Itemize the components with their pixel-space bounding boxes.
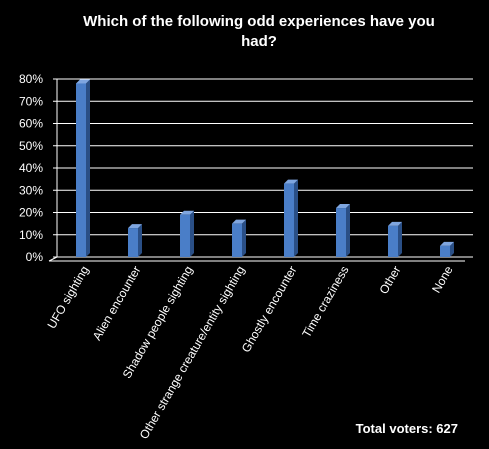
bar-top	[388, 221, 402, 226]
y-tick-label: 20%	[19, 206, 43, 220]
y-tick-label: 30%	[19, 183, 43, 197]
category-label: Alien encounter	[90, 263, 144, 342]
bar-5	[284, 179, 298, 257]
bar-side	[346, 204, 350, 257]
gridlines	[57, 78, 473, 258]
bar-side	[450, 241, 454, 257]
category-label: Other	[376, 264, 403, 297]
bar-front	[440, 245, 450, 257]
bar-side	[190, 210, 194, 257]
bar-top	[232, 219, 246, 224]
y-tick-label: 40%	[19, 161, 43, 175]
bar-front	[232, 223, 242, 257]
chart-title-line-2: had?	[241, 33, 277, 50]
bar-side	[138, 224, 142, 257]
bar-front	[388, 225, 398, 257]
bar-top	[128, 224, 142, 229]
axis-depth-edge	[48, 256, 58, 262]
bar-8	[440, 241, 454, 257]
bar-2	[128, 224, 142, 257]
bar-side	[294, 179, 298, 257]
bar-7	[388, 221, 402, 257]
y-tick-label: 0%	[26, 250, 44, 264]
category-label: Ghostly encounter	[239, 263, 300, 354]
bar-3	[180, 210, 194, 257]
category-label: Time craziness	[299, 264, 351, 340]
bar-front	[180, 214, 190, 257]
bar-top	[440, 241, 454, 246]
category-label: None	[429, 263, 456, 295]
bar-front	[76, 83, 86, 257]
bar-front	[336, 208, 346, 257]
bar-side	[398, 221, 402, 257]
bar-side	[242, 219, 246, 257]
y-tick-label: 70%	[19, 94, 43, 108]
bar-top	[336, 204, 350, 209]
chart-title-line-1: Which of the following odd experiences h…	[83, 13, 435, 30]
bar-6	[336, 204, 350, 257]
category-label: Other strange creature/entity sighting	[137, 264, 248, 442]
bar-top	[76, 79, 90, 84]
bar-1	[76, 79, 90, 257]
bar-front	[284, 183, 294, 257]
y-tick-label: 10%	[19, 228, 43, 242]
bar-side	[86, 79, 90, 257]
y-tick-label: 80%	[19, 72, 43, 86]
y-tick-label: 50%	[19, 139, 43, 153]
bar-front	[128, 228, 138, 257]
category-label: UFO sighting	[44, 264, 91, 332]
total-voters-annotation: Total voters: 627	[356, 421, 458, 436]
bar-top	[180, 210, 194, 215]
bar-top	[284, 179, 298, 184]
bar-4	[232, 219, 246, 257]
axes	[48, 78, 473, 262]
y-tick-label: 60%	[19, 117, 43, 131]
y-tick-labels: 0% 10% 20% 30% 40% 50% 60% 70% 80%	[19, 72, 43, 264]
bars	[76, 79, 454, 257]
